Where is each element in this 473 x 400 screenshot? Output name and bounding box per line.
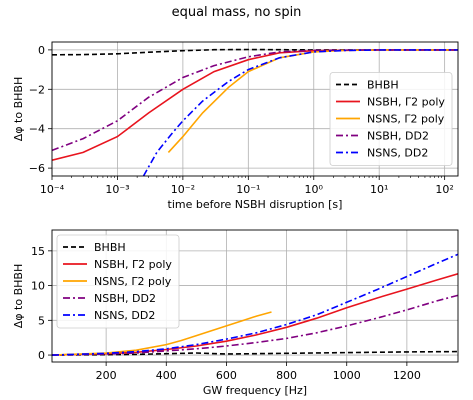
series-line [52,294,458,356]
x-tick-label: 10⁰ [305,183,324,196]
x-tick-label: 10⁻² [171,183,195,196]
y-tick-label: 0 [38,44,45,57]
plot-frame [51,41,459,177]
legend-label: NSBH, DD2 [367,130,429,143]
series-line [52,253,458,356]
figure-title: equal mass, no spin [171,5,302,20]
legend-label: NSNS, DD2 [367,147,428,160]
x-tick-label: 200 [96,369,117,382]
y-tick-label: 5 [38,314,45,327]
x-tick-label: 1000 [333,369,361,382]
series-line [142,49,458,176]
y-tick-label: −2 [29,83,45,96]
legend-box [56,234,180,329]
x-tick-label: 10⁻⁴ [40,183,65,196]
y-tick-label: −4 [29,123,45,136]
x-tick-label: 600 [216,369,237,382]
series-line [52,49,458,152]
y-tick-label: 0 [38,349,45,362]
series-line [52,311,272,356]
legend-label: NSBH, Γ2 poly [94,258,172,271]
legend-label: NSNS, Γ2 poly [367,113,445,126]
legend-label: BHBH [94,241,126,254]
x-tick-label: 10¹ [370,183,388,196]
y-tick-label: 15 [31,245,45,258]
x-axis-label: time before NSBH disruption [s] [168,198,343,211]
y-tick-label: −6 [29,162,45,175]
plot-frame [51,229,459,363]
legend-box [329,72,453,166]
legend-label: NSBH, Γ2 poly [367,96,445,109]
y-axis-label: Δφ to BHBH [12,77,25,141]
x-tick-label: 400 [156,369,177,382]
x-tick-label: 800 [276,369,297,382]
x-tick-label: 10⁻¹ [236,183,260,196]
x-tick-label: 1200 [393,369,421,382]
x-axis-label: GW frequency [Hz] [203,384,307,397]
series-line [52,350,458,356]
x-tick-label: 10² [435,183,453,196]
x-tick-label: 10⁻³ [105,183,129,196]
y-tick-label: 10 [31,280,45,293]
legend-label: NSNS, DD2 [94,309,155,322]
legend-label: NSNS, Γ2 poly [94,275,172,288]
series-line [52,273,458,356]
legend-label: NSBH, DD2 [94,292,156,305]
y-axis-label: Δφ to BHBH [12,264,25,328]
legend-label: BHBH [367,79,399,92]
